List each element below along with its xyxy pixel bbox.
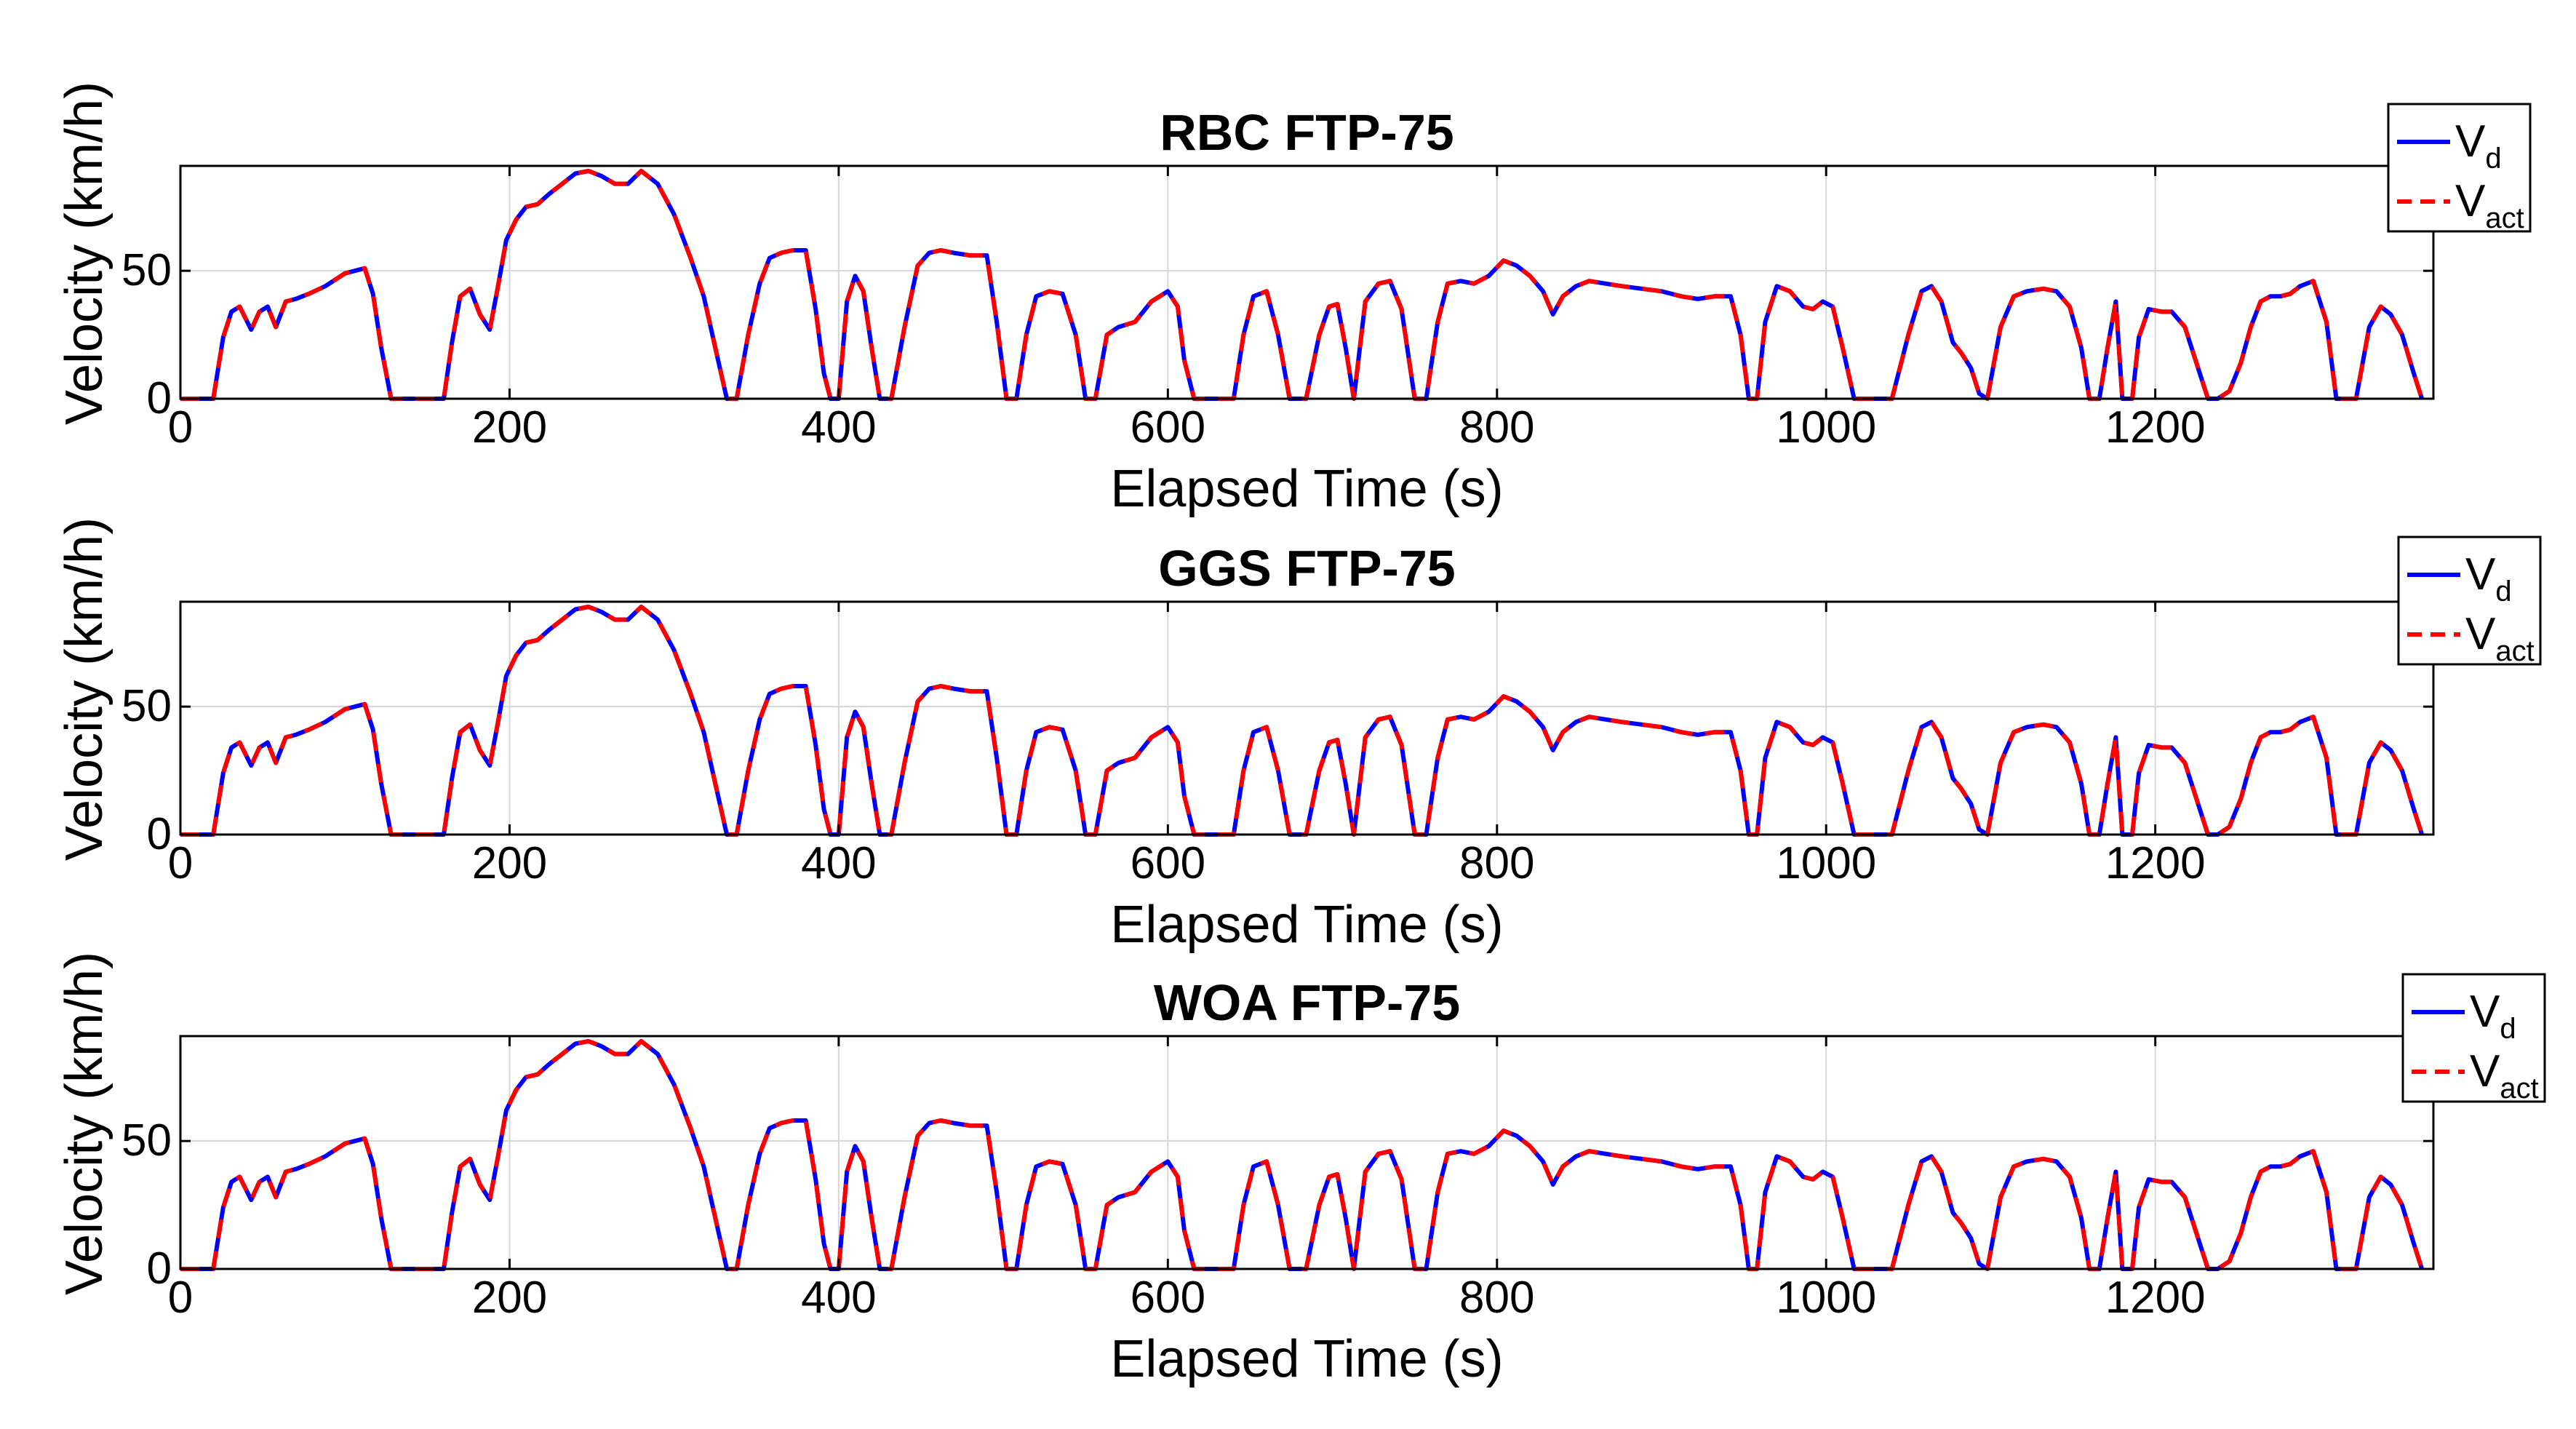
y-axis-label: Velocity (km/h): [55, 952, 113, 1295]
y-axis-label: Velocity (km/h): [55, 517, 113, 861]
legend-entry: Vact: [2465, 609, 2535, 667]
panel-2: 0 200 400 600 800 1000 1200 0 50 GGS FTP-75 Elapse…: [55, 517, 2542, 954]
x-tick-label: 0: [168, 838, 193, 888]
x-axis-label: Elapsed Time (s): [1110, 896, 1503, 954]
x-tick-label: 400: [801, 838, 876, 888]
x-tick-label: 0: [168, 1273, 193, 1323]
panel-3: 0 200 400 600 800 1000 1200 0 50 WOA FTP-75 Elapse…: [55, 952, 2546, 1388]
x-tick-label: 800: [1459, 402, 1534, 453]
x-tick-label: 200: [472, 1273, 547, 1323]
legend-entry-subscript: d: [2485, 143, 2501, 175]
axes-frame: [179, 600, 2435, 836]
legend-entry-name: V: [2455, 176, 2486, 226]
x-tick-label: 0: [168, 402, 193, 453]
x-tick-label: 200: [472, 402, 547, 453]
x-tick-label: 1000: [1776, 1273, 1876, 1323]
y-tick-label: 50: [121, 245, 172, 295]
x-tick-label: 600: [1131, 838, 1205, 888]
y-tick-label: 50: [121, 681, 172, 731]
chart-title: WOA FTP-75: [1154, 974, 1460, 1031]
plot-area: [180, 602, 2433, 835]
x-tick-label: 800: [1459, 838, 1534, 888]
plot-area: [180, 1036, 2433, 1269]
legend-entry-subscript: d: [2495, 576, 2511, 608]
panel-1: 0 200 400 600 800 1000 1200 0 50 RBC FTP-75 Elapse…: [55, 81, 2532, 518]
y-axis-label: Velocity (km/h): [55, 81, 113, 425]
legend-entry-name: V: [2465, 549, 2496, 600]
legend-box: [2397, 536, 2542, 666]
axes-frame: [179, 1035, 2435, 1270]
x-axis-label: Elapsed Time (s): [1110, 460, 1503, 518]
x-tick-label: 1000: [1776, 838, 1876, 888]
x-tick-label: 1200: [2105, 838, 2206, 888]
y-tick-label: 50: [121, 1115, 172, 1166]
legend-entry-subscript: act: [2495, 635, 2534, 667]
x-tick-label: 1200: [2105, 402, 2206, 453]
y-tick-label: 0: [147, 1243, 172, 1294]
legend-entry-subscript: act: [2485, 202, 2524, 234]
y-tick-label: 0: [147, 373, 172, 423]
x-tick-label: 600: [1131, 402, 1205, 453]
x-tick-label: 1200: [2105, 1273, 2206, 1323]
chart-title: RBC FTP-75: [1160, 104, 1454, 161]
x-tick-label: 400: [801, 1273, 876, 1323]
legend-entry: Vd: [2470, 987, 2516, 1045]
legend-box: [2401, 973, 2546, 1103]
legend-entry-name: V: [2470, 1046, 2500, 1096]
legend-entry-name: V: [2465, 609, 2496, 659]
x-tick-label: 1000: [1776, 402, 1876, 453]
legend-entry-subscript: d: [2500, 1013, 2516, 1045]
x-axis-label: Elapsed Time (s): [1110, 1330, 1503, 1388]
legend-box: [2387, 103, 2532, 233]
x-tick-label: 800: [1459, 1273, 1534, 1323]
legend-entry-subscript: act: [2500, 1072, 2538, 1104]
x-tick-label: 400: [801, 402, 876, 453]
legend-entry: Vact: [2470, 1046, 2539, 1104]
x-tick-label: 200: [472, 838, 547, 888]
legend-entry: Vd: [2465, 549, 2512, 608]
x-tick-label: 600: [1131, 1273, 1205, 1323]
y-tick-label: 0: [147, 809, 172, 859]
legend-entry: Vact: [2455, 176, 2524, 234]
legend-entry: Vd: [2455, 116, 2502, 175]
plot-area: [180, 166, 2433, 399]
axes-frame: [179, 164, 2435, 400]
legend-entry-name: V: [2470, 987, 2500, 1037]
chart-title: GGS FTP-75: [1158, 540, 1455, 597]
legend-entry-name: V: [2455, 116, 2486, 167]
